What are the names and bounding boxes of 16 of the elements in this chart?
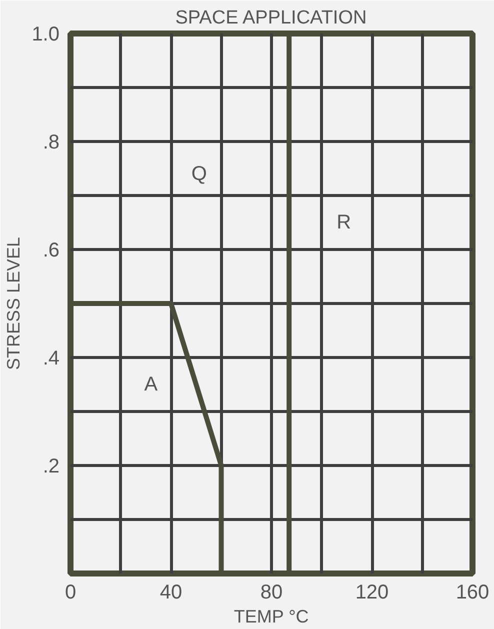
y-tick-label: .2 [42,456,60,478]
annotation: A [144,374,158,396]
y-axis-title: STRESS LEVEL [4,236,24,370]
y-tick-label: .4 [42,348,60,370]
x-tick-label: 80 [260,582,283,604]
y-tick-label: 1.0 [32,24,60,46]
y-tick-label: .8 [42,132,60,154]
chart-title: SPACE APPLICATION [175,8,367,28]
x-tick-label: 120 [355,582,389,604]
annotation: R [336,212,352,234]
x-axis-title: TEMP °C [234,606,309,626]
annotation: Q [191,162,207,185]
y-tick-label: .6 [42,240,60,262]
x-tick-label: 40 [160,582,182,604]
x-tick-label: 0 [64,582,76,604]
x-tick-label: 160 [456,582,490,604]
